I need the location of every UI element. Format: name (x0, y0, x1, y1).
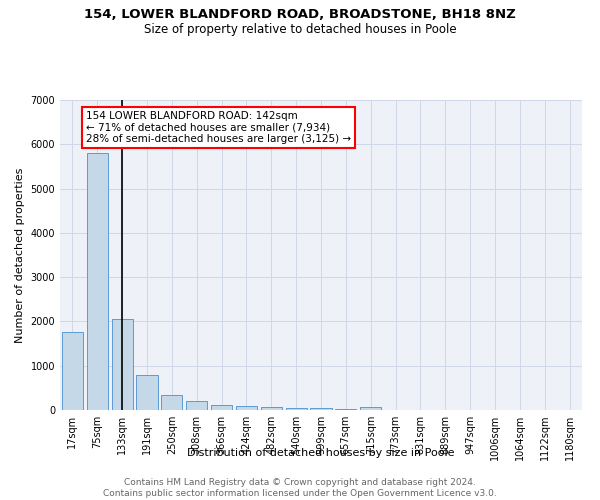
Bar (161, 395, 182, 410)
Bar (211, 405, 232, 410)
Bar (286, 408, 307, 410)
Bar (335, 408, 356, 410)
Y-axis label: Number of detached properties: Number of detached properties (15, 168, 25, 342)
Bar (261, 406, 282, 410)
Bar (236, 406, 257, 410)
Bar (360, 407, 381, 410)
Bar (136, 374, 158, 410)
Bar (87, 153, 108, 410)
Bar (186, 401, 207, 410)
Text: Distribution of detached houses by size in Poole: Distribution of detached houses by size … (187, 448, 455, 458)
Text: 154, LOWER BLANDFORD ROAD, BROADSTONE, BH18 8NZ: 154, LOWER BLANDFORD ROAD, BROADSTONE, B… (84, 8, 516, 20)
Bar (310, 408, 332, 410)
Bar (62, 332, 83, 410)
Text: Contains HM Land Registry data © Crown copyright and database right 2024.
Contai: Contains HM Land Registry data © Crown c… (103, 478, 497, 498)
Bar (112, 319, 133, 410)
Text: Size of property relative to detached houses in Poole: Size of property relative to detached ho… (143, 22, 457, 36)
Text: 154 LOWER BLANDFORD ROAD: 142sqm
← 71% of detached houses are smaller (7,934)
28: 154 LOWER BLANDFORD ROAD: 142sqm ← 71% o… (86, 111, 351, 144)
